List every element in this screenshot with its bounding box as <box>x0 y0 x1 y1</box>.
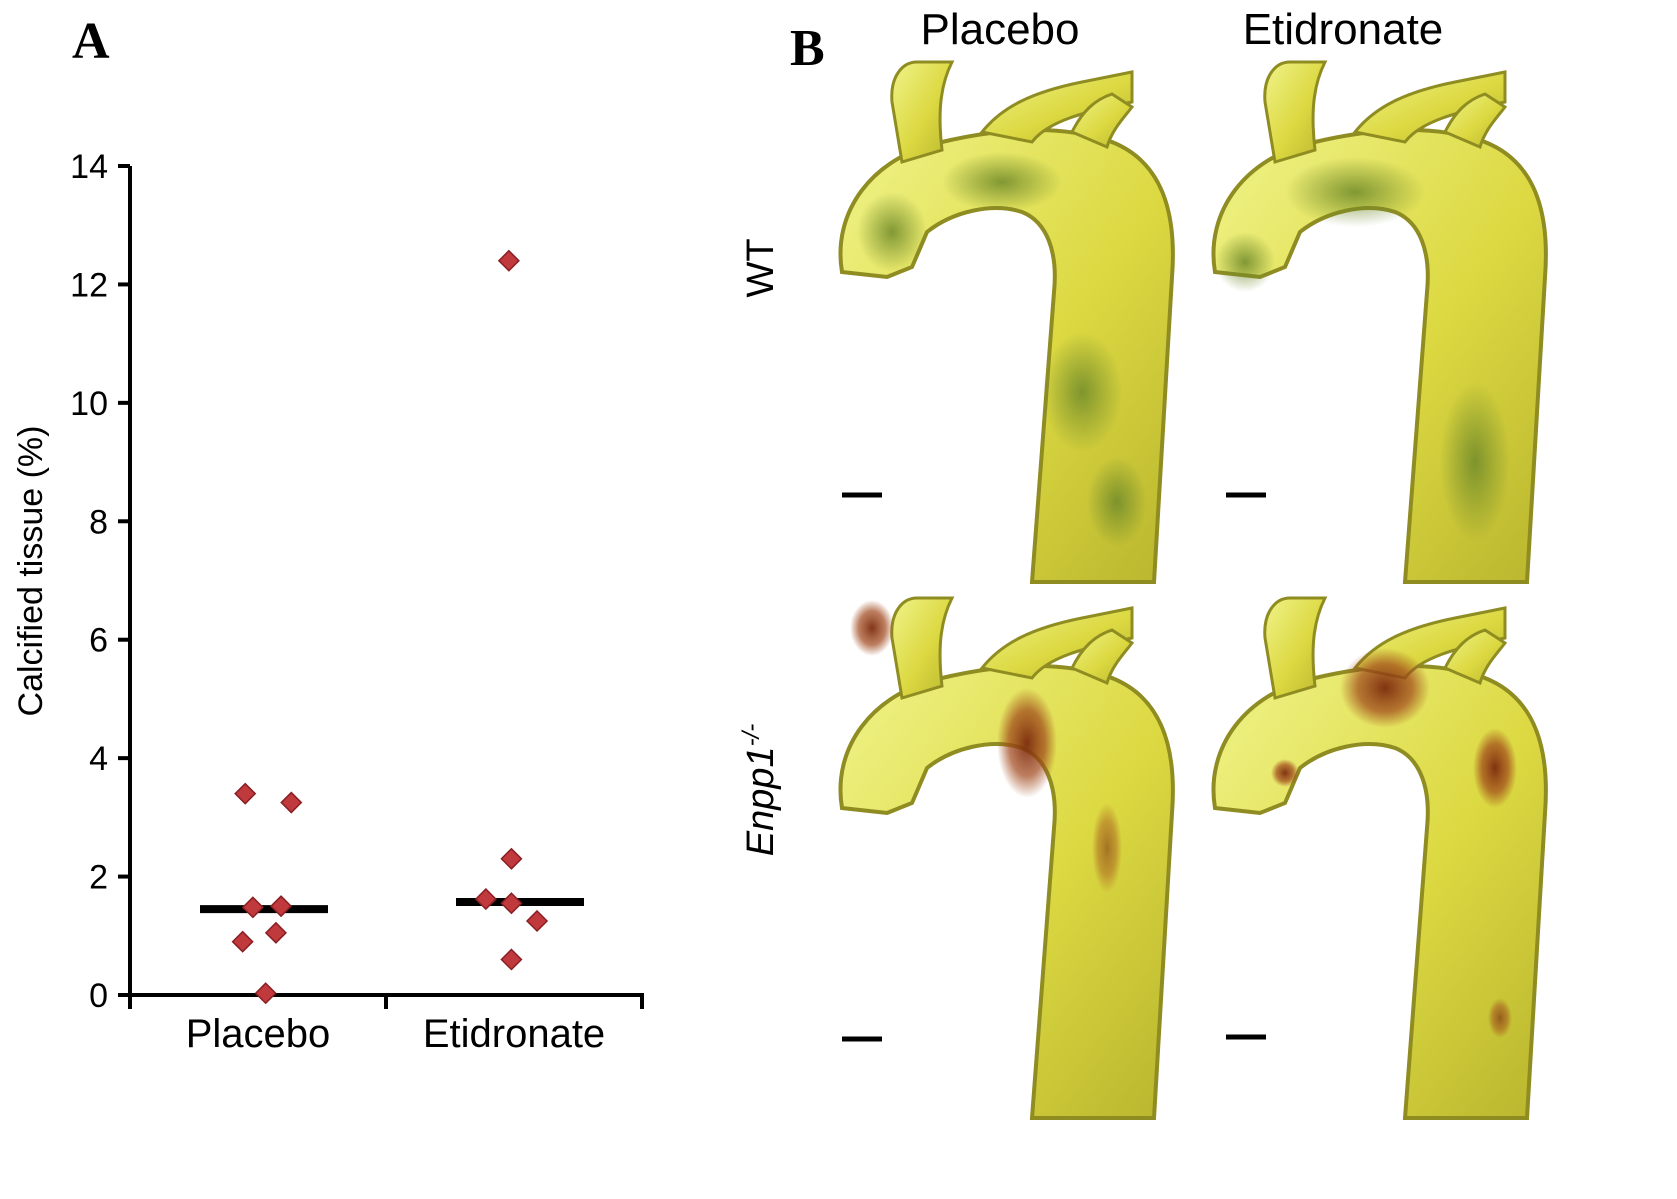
column-label-etidronate: Etidronate <box>1243 5 1444 54</box>
y-tick-label: 14 <box>70 148 108 186</box>
y-tick-label: 2 <box>89 859 108 897</box>
aorta-image-enpp1-placebo <box>838 596 1175 1120</box>
data-point <box>280 791 303 814</box>
y-axis-label: Calcified tissue (%) <box>12 426 50 717</box>
data-point <box>525 909 549 933</box>
x-category-labels: Placebo Etidronate <box>186 1012 605 1056</box>
data-point <box>254 982 277 1005</box>
data-point <box>500 948 523 971</box>
y-tick-label: 10 <box>70 385 108 423</box>
row-label-enpp1: Enpp1-/- <box>738 724 782 857</box>
y-tick-label: 12 <box>70 266 108 304</box>
scatter-chart: 0 2 4 6 8 10 12 14 Calcified tissue (%) Placebo… <box>12 148 644 1056</box>
data-point <box>500 892 523 915</box>
data-point <box>474 888 497 911</box>
row-label-wt: WT <box>740 238 782 297</box>
data-point <box>234 782 257 805</box>
data-point <box>231 930 254 953</box>
x-category-label: Etidronate <box>423 1012 605 1056</box>
data-point <box>269 895 293 918</box>
x-category-label: Placebo <box>186 1012 331 1056</box>
data-point <box>264 921 287 944</box>
panel-a-letter: A <box>72 13 110 70</box>
y-ticks: 0 2 4 6 8 10 12 14 <box>70 148 130 1015</box>
panel-b-letter: B <box>790 20 825 77</box>
data-point <box>500 847 523 870</box>
y-tick-label: 0 <box>89 977 108 1015</box>
data-point <box>241 896 264 919</box>
y-tick-label: 4 <box>89 740 108 778</box>
x-ticks <box>128 995 644 1009</box>
y-tick-label: 8 <box>89 503 108 541</box>
data-points <box>231 249 549 1005</box>
y-tick-label: 6 <box>89 622 108 660</box>
aorta-image-wt-placebo <box>838 60 1175 584</box>
data-point <box>497 249 520 272</box>
aorta-image-wt-etidronate <box>1211 60 1548 584</box>
column-label-placebo: Placebo <box>920 5 1079 54</box>
aorta-image-enpp1-etidronate <box>1211 596 1548 1120</box>
row-label-enpp1-superscript: -/- <box>738 724 765 747</box>
